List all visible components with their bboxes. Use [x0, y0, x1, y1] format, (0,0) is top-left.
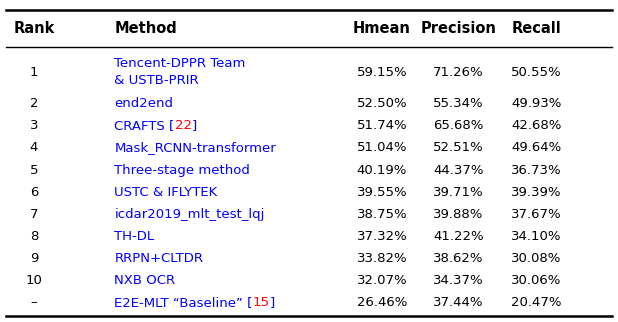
Text: 32.07%: 32.07% [357, 274, 407, 287]
Text: NXB OCR: NXB OCR [114, 274, 176, 287]
Text: 8: 8 [30, 230, 38, 243]
Text: 49.64%: 49.64% [511, 141, 562, 154]
Text: 33.82%: 33.82% [357, 252, 407, 265]
Text: 51.04%: 51.04% [357, 141, 407, 154]
Text: 38.62%: 38.62% [433, 252, 484, 265]
Text: 2: 2 [30, 97, 38, 110]
Text: 30.06%: 30.06% [511, 274, 562, 287]
Text: Tencent-DPPR Team
& USTB-PRIR: Tencent-DPPR Team & USTB-PRIR [114, 57, 246, 87]
Text: 49.93%: 49.93% [511, 97, 562, 110]
Text: 1: 1 [30, 65, 38, 79]
Text: 39.39%: 39.39% [511, 186, 562, 199]
Text: E2E-MLT “Baseline” [: E2E-MLT “Baseline” [ [114, 296, 253, 309]
Text: 22: 22 [174, 119, 192, 132]
Text: 7: 7 [30, 208, 38, 221]
Text: 50.55%: 50.55% [511, 65, 562, 79]
Text: 20.47%: 20.47% [511, 296, 562, 309]
Text: Hmean: Hmean [353, 22, 411, 36]
Text: Rank: Rank [14, 22, 54, 36]
Text: 37.67%: 37.67% [511, 208, 562, 221]
Text: 3: 3 [30, 119, 38, 132]
Text: Three-stage method: Three-stage method [114, 164, 250, 176]
Text: 34.10%: 34.10% [511, 230, 562, 243]
Text: –: – [31, 296, 37, 309]
Text: icdar2019_mlt_test_lqj: icdar2019_mlt_test_lqj [114, 208, 265, 221]
Text: 38.75%: 38.75% [357, 208, 407, 221]
Text: CRAFTS [: CRAFTS [ [114, 119, 174, 132]
Text: 51.74%: 51.74% [357, 119, 407, 132]
Text: Method: Method [114, 22, 177, 36]
Text: 52.50%: 52.50% [357, 97, 407, 110]
Text: 36.73%: 36.73% [511, 164, 562, 176]
Text: Precision: Precision [421, 22, 496, 36]
Text: 40.19%: 40.19% [357, 164, 407, 176]
Text: 37.44%: 37.44% [433, 296, 484, 309]
Text: 59.15%: 59.15% [357, 65, 407, 79]
Text: end2end: end2end [114, 97, 173, 110]
Text: 10: 10 [25, 274, 43, 287]
Text: 39.55%: 39.55% [357, 186, 407, 199]
Text: ]: ] [192, 119, 197, 132]
Text: 9: 9 [30, 252, 38, 265]
Text: 4: 4 [30, 141, 38, 154]
Text: TH-DL: TH-DL [114, 230, 154, 243]
Text: 30.08%: 30.08% [511, 252, 562, 265]
Text: Recall: Recall [512, 22, 561, 36]
Text: Mask_RCNN-transformer: Mask_RCNN-transformer [114, 141, 276, 154]
Text: 55.34%: 55.34% [433, 97, 484, 110]
Text: 15: 15 [253, 296, 269, 309]
Text: 65.68%: 65.68% [433, 119, 484, 132]
Text: 41.22%: 41.22% [433, 230, 484, 243]
Text: 71.26%: 71.26% [433, 65, 484, 79]
Text: 42.68%: 42.68% [511, 119, 562, 132]
Text: 39.71%: 39.71% [433, 186, 484, 199]
Text: ]: ] [269, 296, 275, 309]
Text: RRPN+CLTDR: RRPN+CLTDR [114, 252, 203, 265]
Text: 44.37%: 44.37% [433, 164, 484, 176]
Text: USTC & IFLYTEK: USTC & IFLYTEK [114, 186, 218, 199]
Text: 5: 5 [30, 164, 38, 176]
Text: 52.51%: 52.51% [433, 141, 484, 154]
Text: 26.46%: 26.46% [357, 296, 407, 309]
Text: 6: 6 [30, 186, 38, 199]
Text: 39.88%: 39.88% [433, 208, 484, 221]
Text: 37.32%: 37.32% [357, 230, 407, 243]
Text: 34.37%: 34.37% [433, 274, 484, 287]
